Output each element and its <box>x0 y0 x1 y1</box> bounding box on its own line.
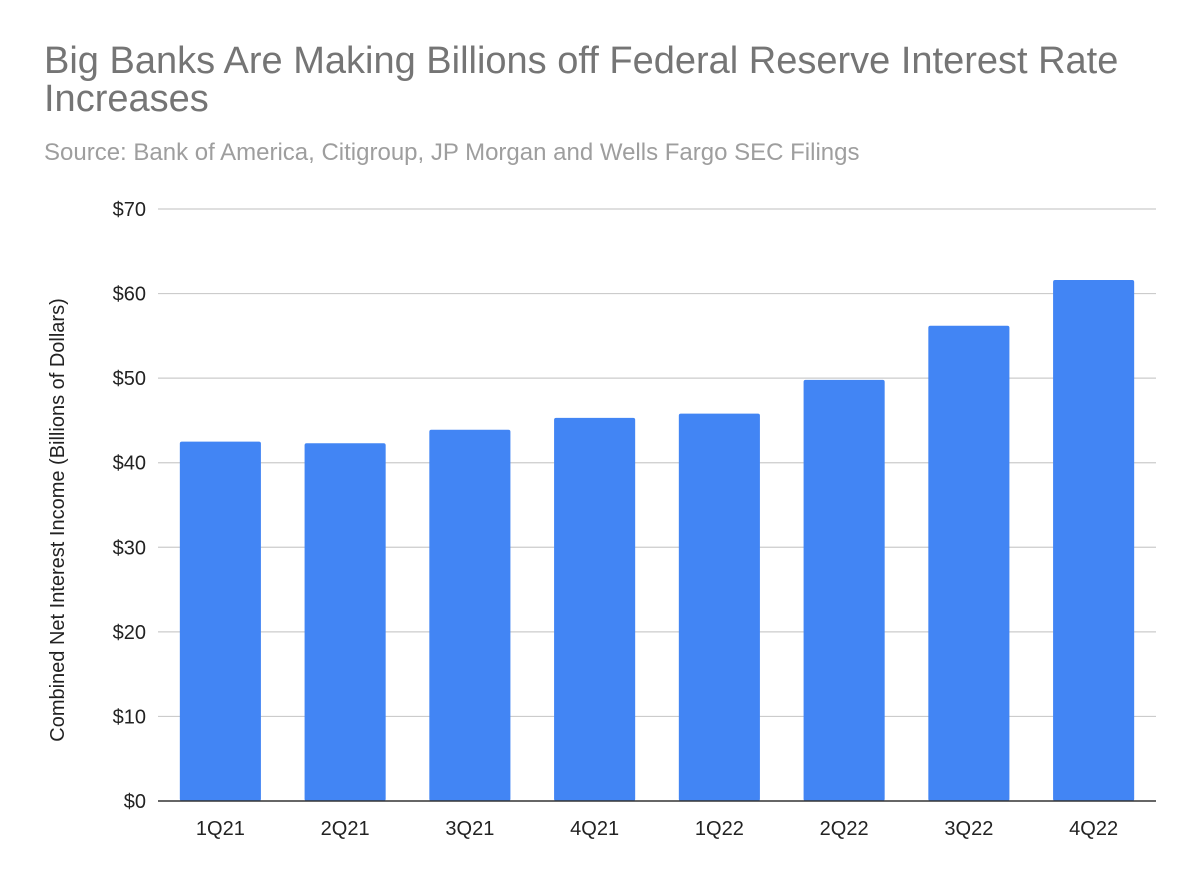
bar-4q21 <box>554 417 636 801</box>
x-tick-label: 2Q21 <box>321 818 370 840</box>
x-tick-label: 3Q21 <box>445 818 494 840</box>
bar-3q21 <box>429 429 511 801</box>
y-tick-label: $60 <box>113 284 146 306</box>
y-axis-title: Combined Net Interest Income (Billions o… <box>47 298 69 742</box>
y-tick-label: $70 <box>113 199 146 221</box>
bar-2q21 <box>304 443 386 801</box>
bars <box>179 280 1135 801</box>
y-tick-label: $20 <box>113 622 146 644</box>
axes: $0 $10 $20 $30 $40 $50 $60 $70 1Q21 2Q21 3Q21 4Q21 1… <box>113 199 1156 840</box>
bar-4q22 <box>1053 280 1135 801</box>
chart-title: Big Banks Are Making Billions off Federa… <box>44 40 1119 120</box>
chart-subtitle: Source: Bank of America, Citigroup, JP M… <box>44 139 860 166</box>
y-tick-label: $40 <box>113 453 146 475</box>
x-tick-label: 1Q22 <box>695 818 744 840</box>
x-tick-label: 3Q22 <box>944 818 993 840</box>
y-tick-label: $10 <box>113 706 146 728</box>
y-tick-label: $30 <box>113 537 146 559</box>
y-tick-label: $0 <box>124 791 146 813</box>
bar-1q21 <box>179 441 261 801</box>
x-tick-label: 2Q22 <box>820 818 869 840</box>
bar-1q22 <box>678 413 760 801</box>
bar-3q22 <box>928 325 1010 801</box>
x-tick-label: 1Q21 <box>196 818 245 840</box>
y-tick-label: $50 <box>113 368 146 390</box>
bar-2q22 <box>803 379 885 801</box>
x-tick-label: 4Q21 <box>570 818 619 840</box>
x-tick-label: 4Q22 <box>1069 818 1118 840</box>
